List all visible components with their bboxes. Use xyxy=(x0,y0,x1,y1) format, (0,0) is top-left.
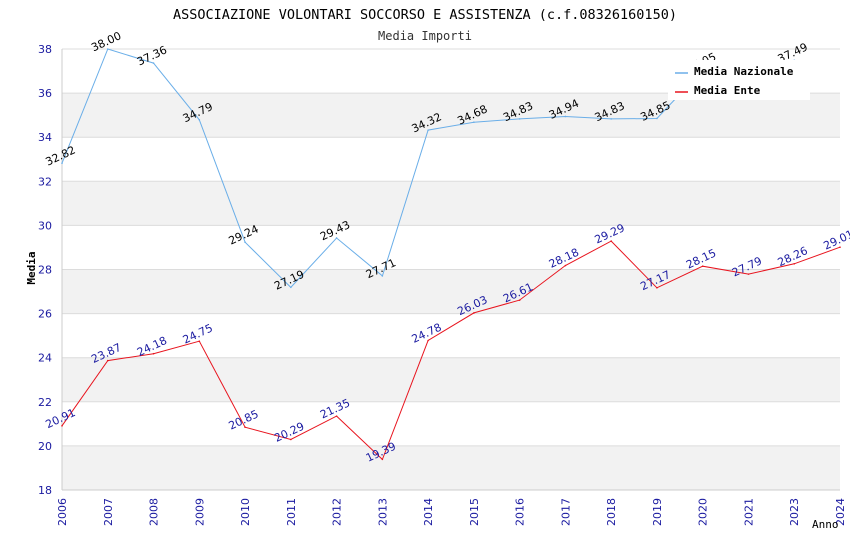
band xyxy=(62,445,840,490)
data-point xyxy=(335,415,338,417)
data-point xyxy=(152,352,155,355)
legend-label-series-2: Media Ente xyxy=(694,84,761,97)
data-label: 37.36 xyxy=(135,43,169,68)
data-point xyxy=(518,118,521,120)
x-tick-label: 2007 xyxy=(102,498,115,526)
x-tick-label: 2017 xyxy=(559,498,572,526)
y-tick-label: 34 xyxy=(38,131,52,144)
data-label: 38.00 xyxy=(89,29,123,54)
chart-title: ASSOCIAZIONE VOLONTARI SOCCORSO E ASSIST… xyxy=(173,7,677,23)
series-line-2 xyxy=(61,240,841,461)
data-point xyxy=(610,240,612,242)
data-point xyxy=(701,265,704,267)
y-tick-label: 36 xyxy=(38,87,52,100)
data-label: 28.26 xyxy=(776,244,810,269)
axes xyxy=(61,49,840,491)
data-point xyxy=(381,458,384,461)
x-tick-label: 2014 xyxy=(422,498,435,526)
data-point xyxy=(427,129,429,131)
x-tick-labels: 2006 2007 2008 2009 2010 2011 2012 2013 2014 2015… xyxy=(56,498,847,526)
y-tick-label: 18 xyxy=(38,484,52,497)
x-tick-label: 2012 xyxy=(331,498,344,526)
data-point xyxy=(61,162,63,165)
legend-label-series-1: Media Nazionale xyxy=(694,65,794,78)
y-tick-label: 20 xyxy=(38,440,52,453)
band xyxy=(62,357,840,402)
band xyxy=(62,93,840,138)
data-label: 29.24 xyxy=(227,222,261,247)
x-tick-label: 2023 xyxy=(788,498,801,526)
y-axis-label: Media xyxy=(25,251,38,284)
data-point xyxy=(244,426,246,428)
y-tick-label: 22 xyxy=(38,396,52,409)
data-point xyxy=(839,246,841,249)
data-label: 32.82 xyxy=(43,143,77,168)
y-tick-label: 26 xyxy=(38,308,52,321)
data-point xyxy=(473,312,475,314)
y-tick-label: 24 xyxy=(38,352,52,365)
data-label: 20.29 xyxy=(272,420,306,445)
x-axis-label: Anno xyxy=(812,518,839,531)
x-tick-label: 2006 xyxy=(56,498,69,526)
data-point xyxy=(518,299,521,301)
data-label: 24.18 xyxy=(135,334,169,359)
data-point xyxy=(427,339,429,342)
data-point xyxy=(473,121,475,124)
data-point xyxy=(793,262,796,265)
y-tick-label: 32 xyxy=(38,175,52,188)
data-point xyxy=(152,62,155,64)
x-tick-label: 2016 xyxy=(514,498,527,526)
x-tick-label: 2019 xyxy=(651,498,664,526)
data-label: 20.91 xyxy=(43,406,77,431)
x-tick-label: 2009 xyxy=(193,498,206,526)
data-point xyxy=(198,340,201,342)
x-tick-label: 2011 xyxy=(285,498,298,526)
y-tick-label: 38 xyxy=(38,43,52,56)
band xyxy=(62,269,840,314)
data-point xyxy=(564,115,567,118)
x-tick-label: 2024 xyxy=(834,498,847,526)
legend: Media Nazionale Media Ente xyxy=(668,60,810,100)
x-tick-label: 2013 xyxy=(376,498,389,526)
data-point xyxy=(610,118,612,120)
data-point xyxy=(656,117,658,120)
x-tick-label: 2018 xyxy=(605,498,618,526)
background-bands xyxy=(62,93,840,490)
data-point xyxy=(290,286,292,289)
y-tick-labels: 18 20 22 24 26 28 30 32 34 36 38 xyxy=(38,43,52,497)
y-tick-label: 28 xyxy=(38,264,52,277)
band xyxy=(62,181,840,226)
chart-subtitle: Media Importi xyxy=(378,29,472,43)
x-tick-label: 2021 xyxy=(742,498,755,526)
x-tick-label: 2015 xyxy=(468,498,481,526)
data-point xyxy=(106,48,109,50)
data-point xyxy=(244,241,246,243)
legend-box xyxy=(668,60,810,100)
data-point xyxy=(335,237,338,239)
x-tick-label: 2008 xyxy=(148,498,161,526)
data-label: 24.75 xyxy=(181,321,215,346)
data-point xyxy=(564,264,567,267)
data-point xyxy=(381,275,384,277)
data-label: 24.78 xyxy=(410,321,444,346)
data-point xyxy=(106,359,109,362)
data-label: 20.85 xyxy=(227,407,261,432)
data-point xyxy=(198,118,201,121)
x-tick-label: 2010 xyxy=(239,498,252,526)
x-tick-label: 2020 xyxy=(697,498,710,526)
data-point xyxy=(61,425,63,427)
y-tick-label: 30 xyxy=(38,219,52,232)
data-point xyxy=(290,438,292,441)
data-point xyxy=(747,273,750,275)
data-point xyxy=(656,287,658,289)
